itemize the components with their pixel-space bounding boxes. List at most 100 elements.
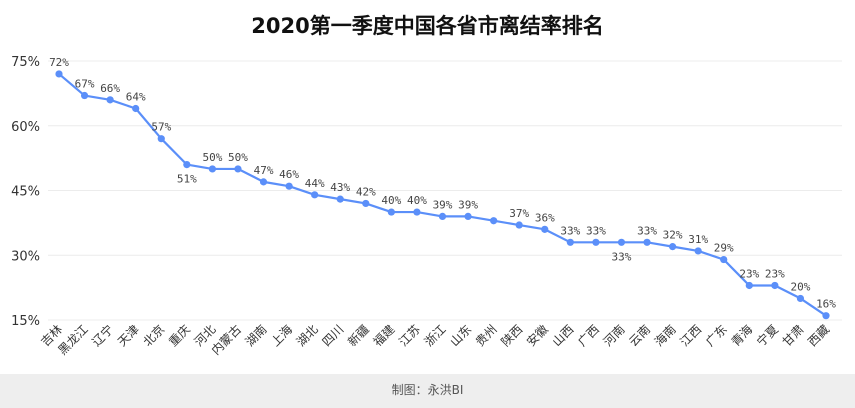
x-tick-label: 安徽 xyxy=(523,322,551,350)
data-point xyxy=(669,243,677,251)
series-line xyxy=(58,73,827,317)
data-label: 33% xyxy=(637,224,657,237)
x-tick-label: 贵州 xyxy=(473,322,500,349)
data-label: 51% xyxy=(177,173,197,186)
x-tick-label: 湖北 xyxy=(293,322,321,350)
data-point xyxy=(80,91,89,100)
x-tick-label: 天津 xyxy=(115,322,142,349)
data-label: 50% xyxy=(202,151,222,164)
data-point xyxy=(694,247,702,255)
x-tick-label: 江苏 xyxy=(396,322,423,349)
data-label: 16% xyxy=(816,298,836,311)
data-point xyxy=(362,199,370,208)
data-label: 39% xyxy=(458,198,478,211)
data-point xyxy=(464,212,472,220)
x-tick-label: 宁夏 xyxy=(753,322,781,350)
data-point xyxy=(541,225,549,233)
x-tick-label: 新疆 xyxy=(344,322,372,350)
data-point xyxy=(771,281,779,290)
x-tick-label: 江西 xyxy=(677,322,704,349)
data-label: 29% xyxy=(714,242,734,255)
y-tick-label: 75% xyxy=(11,55,40,70)
x-tick-label: 北京 xyxy=(141,322,168,349)
data-label: 33% xyxy=(586,224,606,237)
data-point xyxy=(413,208,421,216)
data-point xyxy=(438,212,447,220)
x-tick-label: 甘肃 xyxy=(780,322,807,349)
data-label: 31% xyxy=(688,233,708,246)
data-label: 23% xyxy=(739,267,759,280)
data-label: 33% xyxy=(612,250,632,263)
data-label: 42% xyxy=(356,185,376,198)
footer-credit: 制图：永洪BI xyxy=(0,374,855,408)
data-point xyxy=(55,70,63,78)
data-label: 20% xyxy=(790,280,810,293)
data-point xyxy=(132,104,140,113)
data-point xyxy=(643,238,651,246)
data-point xyxy=(617,238,626,246)
data-point xyxy=(490,217,498,225)
data-label: 47% xyxy=(254,164,274,177)
x-tick-label: 上海 xyxy=(268,322,296,350)
data-label: 57% xyxy=(151,121,171,134)
data-label: 66% xyxy=(100,82,120,95)
x-tick-label: 黑龙江 xyxy=(55,322,90,357)
x-tick-label: 云南 xyxy=(626,322,654,350)
data-point xyxy=(796,294,805,303)
x-tick-label: 内蒙古 xyxy=(208,322,244,358)
data-point xyxy=(336,195,344,203)
data-label: 40% xyxy=(381,194,401,207)
data-point xyxy=(106,96,114,104)
data-label: 23% xyxy=(765,267,785,280)
data-label: 32% xyxy=(663,229,683,242)
x-tick-label: 广东 xyxy=(703,322,730,349)
y-tick-label: 45% xyxy=(11,185,40,200)
data-label: 72% xyxy=(49,56,69,69)
data-label: 50% xyxy=(228,151,248,164)
data-point xyxy=(311,191,319,199)
data-point xyxy=(285,182,293,190)
data-point xyxy=(208,165,216,173)
x-tick-label: 福建 xyxy=(370,322,398,350)
data-label: 37% xyxy=(509,207,529,220)
x-tick-label: 广西 xyxy=(575,322,602,349)
data-label: 64% xyxy=(126,90,146,103)
x-tick-label: 山西 xyxy=(550,322,577,349)
x-tick-label: 青海 xyxy=(728,322,756,350)
x-tick-label: 浙江 xyxy=(422,322,449,349)
line-chart: 15%30%45%60%75% 72%吉林67%黑龙江66%辽宁64%天津57%北… xyxy=(11,55,842,358)
data-label: 40% xyxy=(407,194,427,207)
x-tick-label: 四川 xyxy=(319,322,346,349)
x-tick-label: 山东 xyxy=(447,322,474,349)
data-label: 39% xyxy=(433,198,453,211)
data-label: 33% xyxy=(560,224,580,237)
x-tick-label: 重庆 xyxy=(166,322,193,349)
chart-title: 2020第一季度中国各省市离结率排名 xyxy=(251,14,604,38)
x-tick-label: 西藏 xyxy=(805,322,832,349)
x-tick-label: 湖南 xyxy=(242,322,270,350)
data-point xyxy=(234,165,242,173)
data-label: 36% xyxy=(535,211,555,224)
x-tick-label: 河南 xyxy=(600,322,628,350)
chart-area: 2020第一季度中国各省市离结率排名 15% 30% 45% 60% 75% 72% 吉林 6… xyxy=(11,14,842,358)
x-tick-label: 辽宁 xyxy=(89,322,117,350)
data-label: 43% xyxy=(330,181,350,194)
data-point xyxy=(745,281,753,290)
x-tick-label: 海南 xyxy=(651,322,679,350)
data-point xyxy=(822,312,830,320)
data-point xyxy=(566,238,574,246)
data-point xyxy=(183,161,191,169)
y-tick-label: 60% xyxy=(11,120,40,135)
data-point xyxy=(592,238,600,246)
data-point xyxy=(387,208,395,216)
data-point xyxy=(157,135,165,143)
data-label: 46% xyxy=(279,168,299,181)
y-tick-label: 15% xyxy=(11,314,40,329)
x-tick-label: 陕西 xyxy=(498,322,526,350)
data-point xyxy=(259,178,268,186)
data-point xyxy=(720,255,728,264)
data-point xyxy=(515,221,523,229)
data-label: 67% xyxy=(75,78,95,91)
y-tick-label: 30% xyxy=(11,249,40,264)
data-label: 44% xyxy=(305,177,325,190)
